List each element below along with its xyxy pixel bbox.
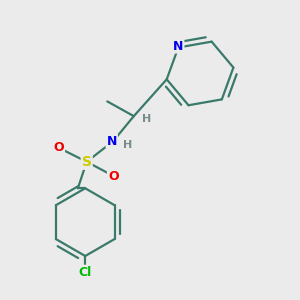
Text: H: H [123, 140, 132, 150]
Text: O: O [53, 141, 64, 154]
Text: Cl: Cl [79, 266, 92, 279]
Text: S: S [82, 155, 92, 169]
Text: N: N [106, 135, 117, 148]
Text: N: N [173, 40, 184, 52]
Text: H: H [142, 114, 152, 124]
Text: O: O [108, 170, 119, 183]
